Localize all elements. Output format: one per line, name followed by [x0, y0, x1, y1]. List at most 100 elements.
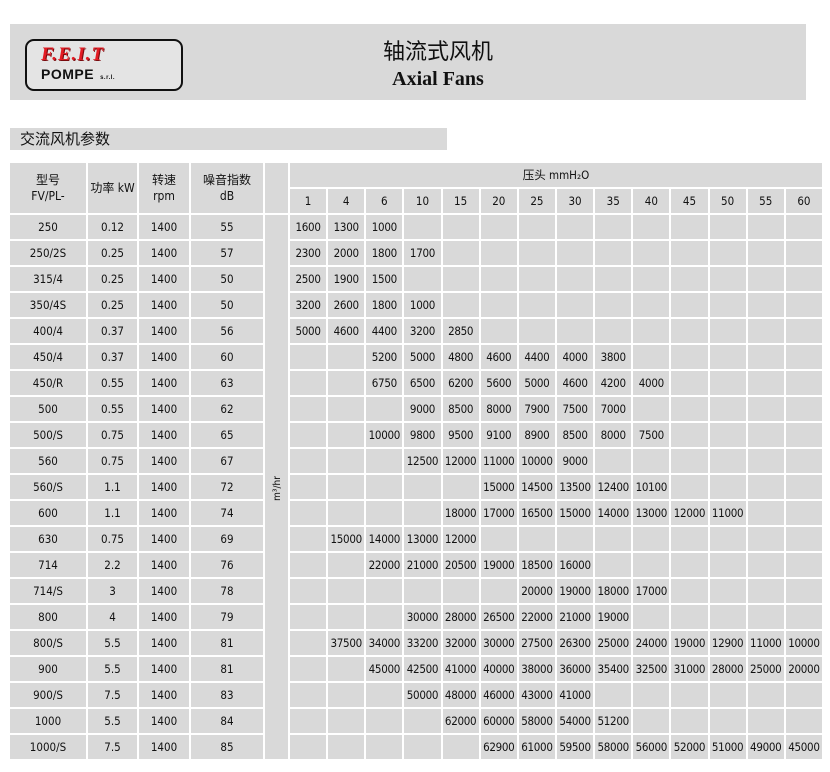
cell-flow [747, 449, 784, 473]
cell-flow: 5000 [290, 319, 327, 343]
cell-flow [671, 683, 708, 707]
col-header-noise: 噪音指数 dB [191, 163, 263, 213]
noise-en: dB [219, 189, 235, 203]
cell-flow [747, 501, 784, 525]
cell-flow: 5200 [366, 345, 403, 369]
cell-flow [404, 215, 441, 239]
cell-flow: 38000 [518, 657, 555, 681]
cell-flow: 12000 [442, 449, 479, 473]
cell-flow [290, 605, 327, 629]
cell-flow: 1300 [328, 215, 365, 239]
cell-flow: 4600 [480, 345, 517, 369]
cell-flow: 7000 [595, 397, 632, 421]
cell-kw: 0.75 [88, 449, 137, 473]
head-value-15: 15 [442, 189, 479, 213]
cell-db: 50 [191, 267, 263, 291]
cell-flow [404, 735, 441, 759]
table-row: 450/R 0.55 1400 63 6750 6500 6200 5600 5000 4600 4… [10, 371, 822, 395]
cell-flow: 61000 [518, 735, 555, 759]
cell-flow [785, 241, 822, 265]
cell-flow [747, 423, 784, 447]
cell-model: 400/4 [10, 319, 86, 343]
cell-flow [442, 267, 479, 291]
cell-flow: 4800 [442, 345, 479, 369]
cell-flow [328, 397, 365, 421]
cell-flow [747, 475, 784, 499]
cell-model: 1000/S [10, 735, 86, 759]
cell-kw: 0.55 [88, 371, 137, 395]
cell-flow [556, 293, 594, 317]
logo-brand: F.E.I.T [41, 44, 105, 65]
cell-flow: 6200 [442, 371, 479, 395]
cell-flow: 11000 [709, 501, 746, 525]
cell-flow [709, 319, 746, 343]
cell-model: 450/R [10, 371, 86, 395]
cell-flow [290, 345, 327, 369]
cell-flow: 1800 [366, 293, 403, 317]
cell-flow: 11000 [747, 631, 784, 655]
feit-logo: F.E.I.T POMPE s.r.l. [25, 39, 183, 91]
cell-flow [518, 267, 555, 291]
cell-flow [671, 449, 708, 473]
table-row: 250 0.12 1400 55 m³/hr 1600 1300 1000 [10, 215, 822, 759]
cell-flow: 33200 [404, 631, 441, 655]
cell-flow [366, 605, 403, 629]
cell-flow [785, 371, 822, 395]
cell-kw: 1.1 [88, 501, 137, 525]
model-en: FV/PL- [31, 189, 65, 203]
cell-flow: 13000 [404, 527, 441, 551]
cell-flow [480, 241, 517, 265]
cell-flow [671, 553, 708, 577]
cell-db: 74 [191, 501, 263, 525]
cell-flow: 34000 [366, 631, 403, 655]
cell-flow: 22000 [366, 553, 403, 577]
cell-flow: 58000 [595, 735, 632, 759]
cell-flow [671, 709, 708, 733]
cell-flow: 13000 [633, 501, 670, 525]
cell-db: 62 [191, 397, 263, 421]
cell-flow: 4600 [328, 319, 365, 343]
cell-flow: 15000 [556, 501, 594, 525]
head-value-50: 50 [709, 189, 746, 213]
cell-flow [709, 579, 746, 603]
cell-flow [709, 527, 746, 551]
speed-en: rpm [153, 189, 175, 203]
cell-flow [442, 215, 479, 239]
cell-flow [442, 735, 479, 759]
cell-flow [290, 527, 327, 551]
cell-flow [595, 449, 632, 473]
cell-flow [556, 241, 594, 265]
cell-flow: 6500 [404, 371, 441, 395]
cell-flow: 58000 [518, 709, 555, 733]
head-value-6: 6 [366, 189, 403, 213]
cell-flow [366, 501, 403, 525]
cell-flow [709, 553, 746, 577]
cell-flow: 27500 [518, 631, 555, 655]
cell-flow [785, 553, 822, 577]
cell-rpm: 1400 [139, 371, 189, 395]
cell-flow [671, 423, 708, 447]
cell-flow [709, 397, 746, 421]
table-row: 800 4 1400 79 30000 28000 26500 22000 21000 19000 [10, 605, 822, 629]
cell-rpm: 1400 [139, 605, 189, 629]
cell-flow [633, 683, 670, 707]
page-title-cn: 轴流式风机 [382, 40, 493, 65]
head-value-60: 60 [785, 189, 822, 213]
cell-flow [785, 215, 822, 239]
cell-flow: 19000 [480, 553, 517, 577]
cell-flow [785, 319, 822, 343]
cell-flow: 5600 [480, 371, 517, 395]
head-value-25: 25 [518, 189, 555, 213]
cell-flow [290, 449, 327, 473]
cell-flow [480, 267, 517, 291]
cell-flow [709, 215, 746, 239]
cell-flow: 46000 [480, 683, 517, 707]
cell-model: 630 [10, 527, 86, 551]
head-value-20: 20 [480, 189, 517, 213]
cell-flow: 22000 [518, 605, 555, 629]
cell-flow [328, 605, 365, 629]
cell-flow [328, 709, 365, 733]
cell-db: 79 [191, 605, 263, 629]
cell-flow [328, 475, 365, 499]
